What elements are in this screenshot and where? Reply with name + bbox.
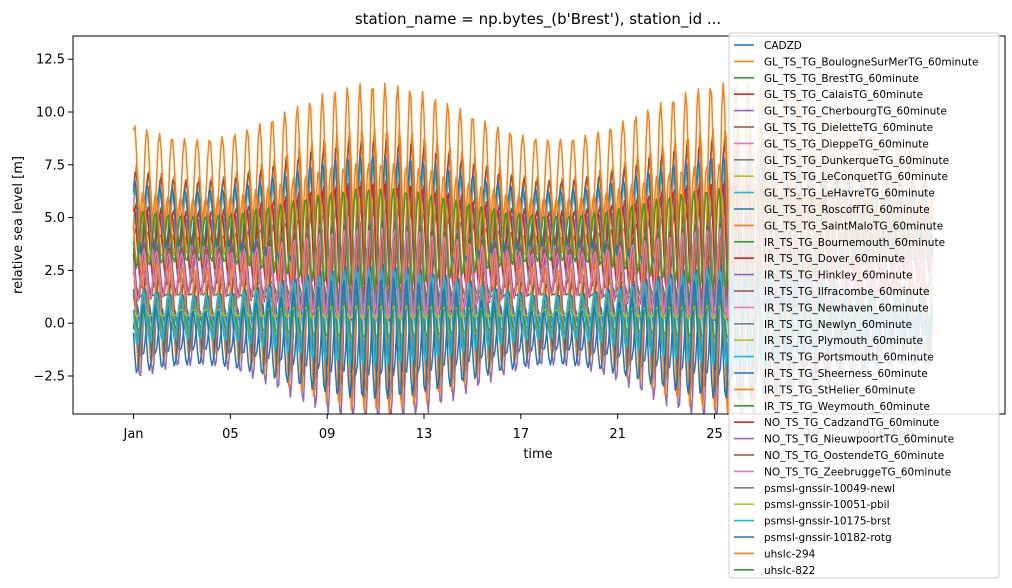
legend-label: GL_TS_TG_RoscoffTG_60minute — [764, 204, 930, 216]
legend-label: NO_TS_TG_ZeebruggeTG_60minute — [764, 466, 951, 478]
legend-label: psmsl-gnssir-10049-newl — [764, 483, 895, 495]
legend-label: IR_TS_TG_StHelier_60minute — [764, 384, 915, 396]
legend-label: IR_TS_TG_Bournemouth_60minute — [764, 237, 945, 249]
legend-label: psmsl-gnssir-10051-pbil — [764, 499, 890, 511]
legend-label: IR_TS_TG_Plymouth_60minute — [764, 335, 923, 347]
y-tick-label: 10.0 — [36, 106, 65, 121]
legend-box — [728, 32, 1000, 579]
legend-label: GL_TS_TG_BoulogneSurMerTG_60minute — [764, 56, 978, 68]
legend-label: psmsl-gnssir-10175-brst — [764, 516, 891, 528]
plot-frame — [72, 35, 1006, 415]
legend-label: GL_TS_TG_LeConquetTG_60minute — [764, 171, 948, 183]
legend-label: GL_TS_TG_CalaisTG_60minute — [764, 89, 923, 101]
y-axis-title: relative sea level [m] — [11, 156, 26, 294]
legend-label: IR_TS_TG_Newlyn_60minute — [764, 319, 912, 331]
y-tick-label: 7.5 — [44, 158, 65, 173]
legend-label: GL_TS_TG_LeHavreTG_60minute — [764, 188, 935, 200]
legend-label: GL_TS_TG_DieppeTG_60minute — [764, 138, 929, 150]
x-tick-label: 05 — [222, 427, 239, 442]
legend-label: GL_TS_TG_BrestTG_60minute — [764, 73, 919, 85]
x-tick-label: 13 — [416, 427, 433, 442]
x-tick-label: 21 — [609, 427, 626, 442]
y-tick-label: 12.5 — [36, 53, 65, 68]
legend-label: uhslc-294 — [764, 548, 816, 560]
y-tick-label: 5.0 — [44, 211, 65, 226]
legend-label: IR_TS_TG_Sheerness_60minute — [764, 368, 928, 380]
legend: CADZD GL_TS_TG_BoulogneSurMerTG_60minute G… — [728, 32, 1000, 579]
legend-label: NO_TS_TG_CadzandTG_60minute — [764, 417, 939, 429]
legend-label: IR_TS_TG_Newhaven_60minute — [764, 302, 929, 314]
legend-label: psmsl-gnssir-10182-rotg — [764, 532, 892, 544]
y-axis: −2.5 0.0 2.5 5.0 7.5 10.0 12.5 — [33, 53, 73, 384]
legend-label: GL_TS_TG_DunkerqueTG_60minute — [764, 155, 949, 167]
x-tick-label: Jan — [122, 427, 143, 442]
legend-label: IR_TS_TG_Ilfracombe_60minute — [764, 286, 929, 298]
chart-title: station_name = np.bytes_(b'Brest'), stat… — [355, 10, 721, 29]
legend-label: GL_TS_TG_CherbourgTG_60minute — [764, 106, 947, 118]
legend-label: NO_TS_TG_NieuwpoortTG_60minute — [764, 434, 954, 446]
x-axis-title: time — [523, 447, 552, 462]
x-tick-label: 09 — [319, 427, 336, 442]
legend-label: GL_TS_TG_SaintMaloTG_60minute — [764, 220, 943, 232]
x-tick-label: 17 — [513, 427, 530, 442]
legend-label: IR_TS_TG_Hinkley_60minute — [764, 270, 913, 282]
y-tick-label: 0.0 — [44, 317, 65, 332]
legend-label: uhslc-822 — [764, 565, 815, 577]
legend-label: IR_TS_TG_Portsmouth_60minute — [764, 352, 934, 364]
legend-label: NO_TS_TG_OostendeTG_60minute — [764, 450, 944, 462]
legend-label: CADZD — [764, 40, 802, 52]
legend-label: GL_TS_TG_DieletteTG_60minute — [764, 122, 933, 134]
legend-label: IR_TS_TG_Weymouth_60minute — [764, 401, 930, 413]
x-tick-label: 25 — [706, 427, 723, 442]
legend-label: IR_TS_TG_Dover_60minute — [764, 253, 905, 265]
y-tick-label: 2.5 — [44, 264, 65, 279]
y-tick-label: −2.5 — [33, 369, 65, 384]
